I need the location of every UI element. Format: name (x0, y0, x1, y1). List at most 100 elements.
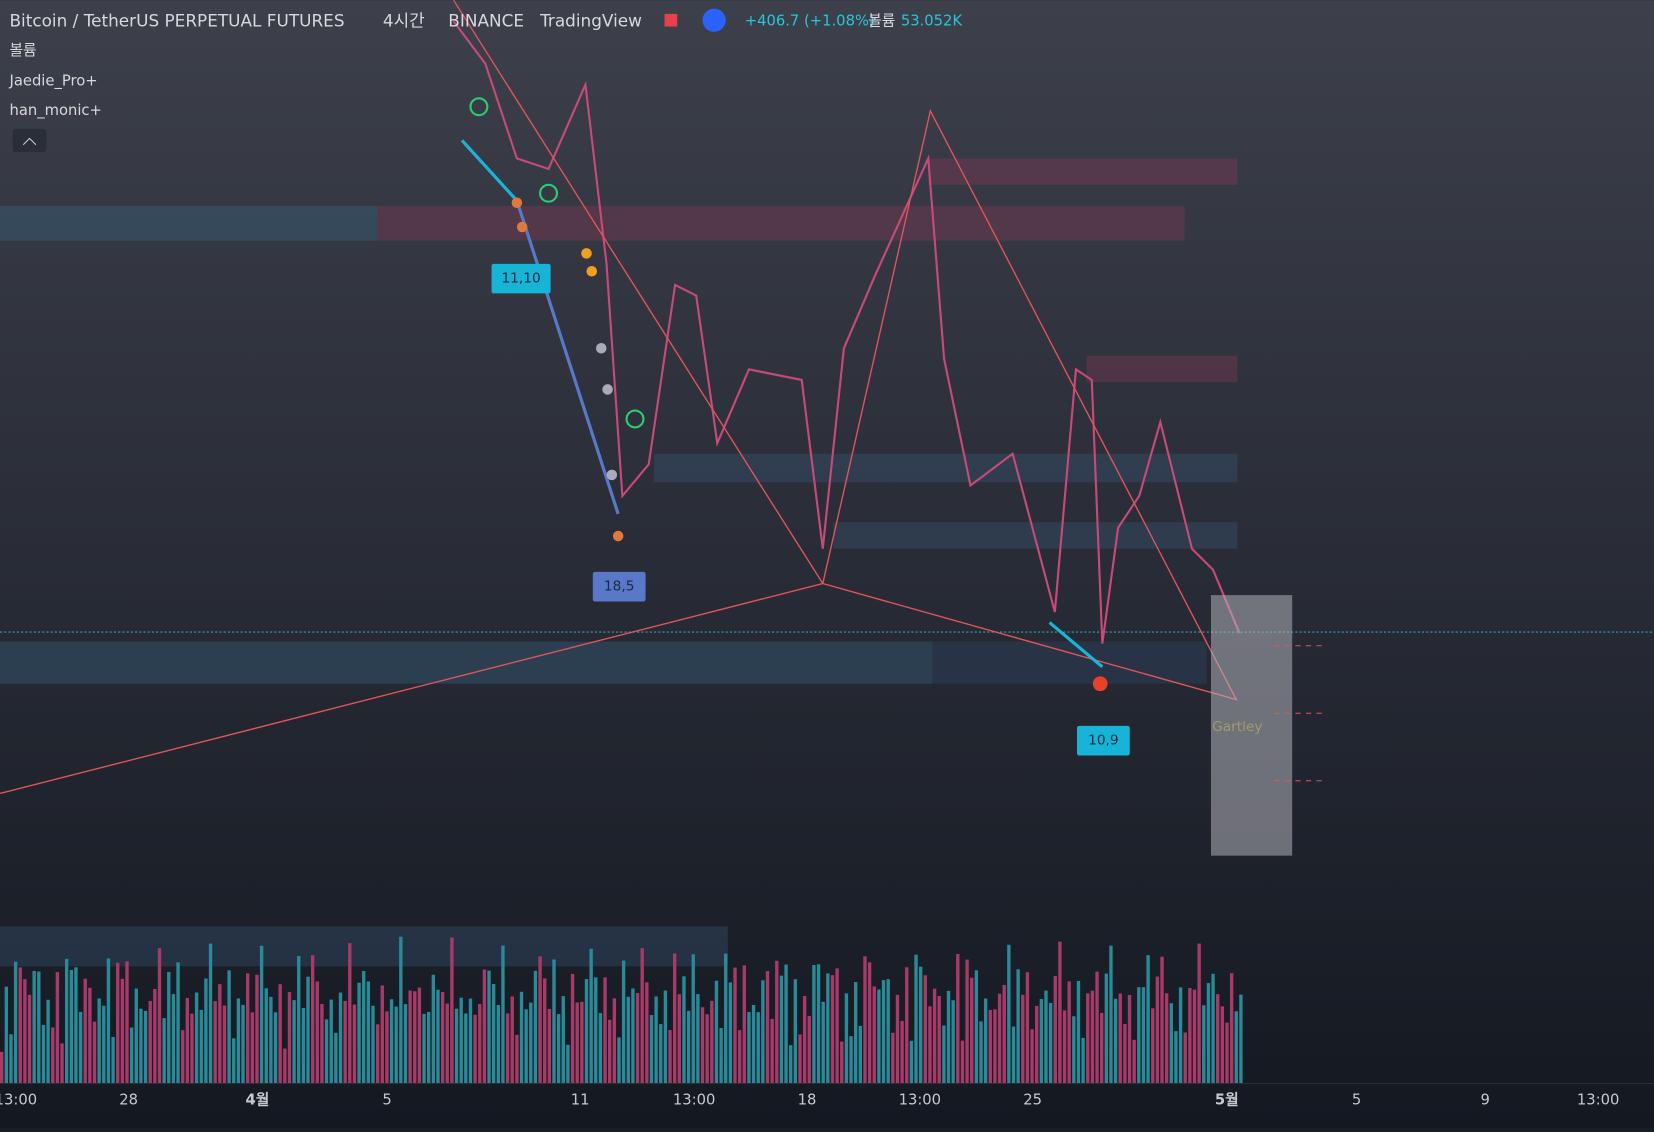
volume-bar (190, 1013, 194, 1084)
volume-bar (505, 1013, 510, 1084)
volume-bar (259, 945, 264, 1084)
volume-bar (561, 996, 565, 1084)
volume-bar (1104, 973, 1109, 1084)
medals (511, 197, 1108, 692)
volume-bar (422, 1013, 426, 1084)
zone (654, 453, 1238, 483)
volume-bar (491, 984, 496, 1084)
volume-bar (459, 997, 463, 1084)
volume-bar (478, 1004, 482, 1084)
volume-bar (645, 982, 649, 1084)
volume-bar (408, 990, 412, 1084)
volume-bar (427, 1011, 431, 1084)
volume-bar (529, 1002, 533, 1084)
indicator[interactable]: Jaedie_Pro+ (8, 72, 97, 89)
volume-bar (23, 979, 27, 1084)
volume-bar (9, 1034, 13, 1084)
volume-bar (1160, 956, 1164, 1084)
volume-bar (737, 1030, 742, 1084)
volume-bar (1030, 1029, 1034, 1084)
volume-bar (1123, 1023, 1127, 1084)
header: Bitcoin / TetherUS PERPETUAL FUTURES 4시간… (9, 8, 962, 32)
volume-bar (1086, 993, 1090, 1084)
volume-bar (385, 1011, 389, 1084)
indicator[interactable]: 볼륨 (9, 42, 36, 59)
volume-bar (1062, 1010, 1067, 1084)
volume-bar (255, 974, 259, 1084)
zone (377, 205, 1185, 241)
volume-bar (1113, 998, 1118, 1084)
volume-bar (41, 1024, 46, 1084)
volume-bar (631, 988, 635, 1084)
volume-bar (1216, 994, 1220, 1084)
time-label: 13:00 (899, 1091, 942, 1108)
volume-bar (1007, 944, 1011, 1084)
volume-bar (1076, 980, 1081, 1084)
volume-bar (580, 1001, 584, 1084)
volume-bar (621, 960, 626, 1084)
volume-bar (584, 979, 589, 1084)
volume-bar (352, 1004, 357, 1084)
label-box (1076, 725, 1130, 756)
time-label: 28 (119, 1091, 138, 1108)
volume-bar (1081, 1037, 1085, 1084)
volume-bar (213, 1001, 217, 1084)
volume-bar (654, 996, 658, 1084)
volume-bar (914, 954, 918, 1084)
signal (625, 409, 645, 429)
prz-box (1210, 595, 1293, 856)
volume-bar (1072, 1016, 1076, 1084)
zone (928, 158, 1238, 185)
volume-bar (0, 1051, 4, 1084)
volume-bar (863, 956, 867, 1084)
volume-bar (765, 971, 770, 1084)
volume-bar (1039, 999, 1044, 1084)
volume-bar (566, 1044, 570, 1084)
label-box (491, 263, 551, 294)
volume-bar (552, 959, 556, 1084)
volume-bar (125, 961, 129, 1084)
volume-bar (153, 988, 157, 1084)
volume-bar (672, 953, 677, 1084)
volume-bar (1109, 945, 1113, 1084)
volume-bar (417, 987, 422, 1084)
volume-bar (338, 992, 343, 1084)
volume-bar (598, 1013, 603, 1084)
volume-bar (218, 984, 222, 1084)
volume-bar (60, 1043, 64, 1084)
volume-bar (909, 1040, 914, 1084)
volume-bar (1169, 1003, 1173, 1084)
volume-bar (802, 995, 807, 1084)
volume-bar (789, 1045, 793, 1084)
time-label: 18 (798, 1091, 817, 1108)
indicator[interactable]: han_monic+ (9, 102, 101, 119)
volume-bar (18, 967, 22, 1084)
medal (602, 384, 613, 395)
pattern-labels: 11,10 18,5 10,9 (491, 263, 1130, 756)
replay-button[interactable] (702, 8, 726, 32)
volume-bars (0, 936, 1243, 1084)
volume-bar (965, 959, 969, 1084)
volume-bar (594, 977, 598, 1084)
harmonic-pattern (0, 0, 1238, 795)
zone (932, 641, 1207, 684)
volume-bar (840, 1041, 844, 1084)
volume-bar (162, 1018, 166, 1084)
price-path (452, 20, 1241, 644)
volume-bar (714, 980, 719, 1084)
volume-bar (543, 978, 547, 1084)
volume-bar (728, 982, 733, 1084)
volume-bar (4, 986, 9, 1084)
volume-bar (663, 990, 668, 1084)
volume-bar (320, 1004, 324, 1084)
volume-bar (1146, 955, 1150, 1084)
volume-bar (1155, 976, 1160, 1084)
volume-bar (1234, 1011, 1238, 1084)
collapse-icon (22, 137, 37, 146)
volume-bar (51, 1027, 55, 1084)
time-label: 4월 (245, 1091, 269, 1108)
volume-bar (324, 1019, 329, 1084)
collapse-button[interactable] (12, 128, 47, 153)
indicator-list: 볼륨 Jaedie_Pro+ han_monic+ (8, 42, 102, 153)
